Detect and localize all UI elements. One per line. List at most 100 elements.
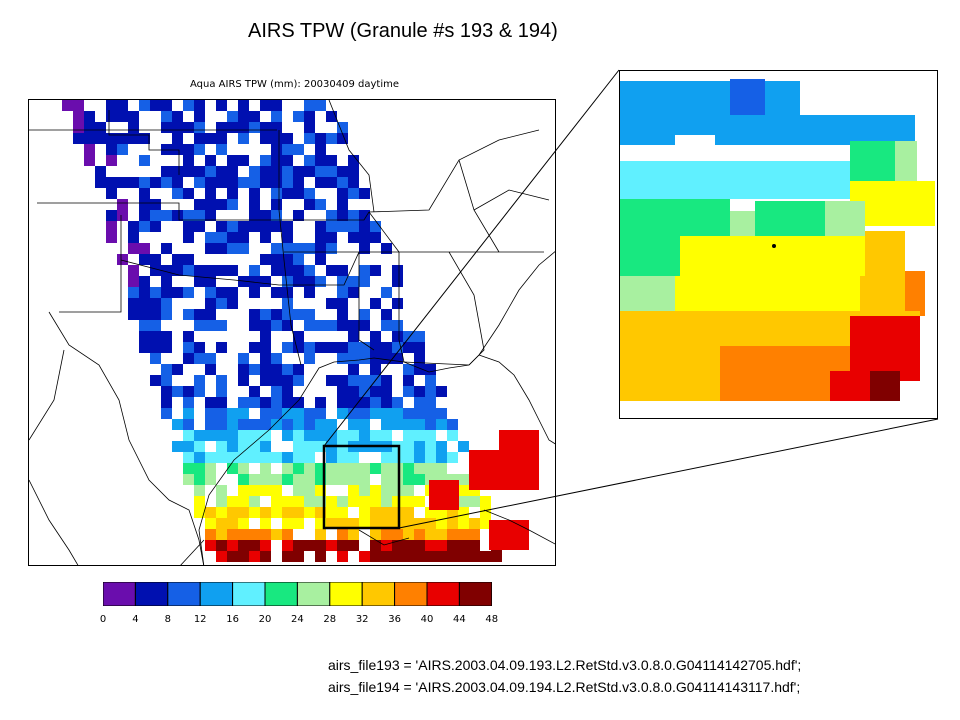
tpw-pixel: [161, 287, 172, 298]
tpw-pixel: [348, 496, 359, 507]
tpw-pixel: [249, 496, 260, 507]
tpw-pixel: [128, 265, 139, 276]
tpw-pixel: [447, 518, 458, 529]
tpw-pixel: [403, 474, 414, 485]
tpw-pixel: [194, 265, 205, 276]
tpw-pixel: [480, 551, 491, 562]
tpw-pixel: [392, 463, 403, 474]
tpw-pixel: [326, 430, 337, 441]
tpw-pixel: [216, 177, 227, 188]
tpw-pixel: [425, 551, 436, 562]
tpw-pixel: [293, 342, 304, 353]
tpw-pixel: [95, 133, 106, 144]
tpw-pixel: [216, 265, 227, 276]
tpw-pixel: [315, 463, 326, 474]
tpw-pixel: [249, 474, 260, 485]
tpw-pixel: [337, 463, 348, 474]
tpw-pixel: [436, 540, 447, 551]
tpw-pixel: [271, 309, 282, 320]
tpw-pixel: [315, 529, 326, 540]
zoom-pixel: [620, 276, 675, 316]
tpw-pixel: [260, 232, 271, 243]
tpw-pixel: [414, 430, 425, 441]
tpw-pixel: [293, 243, 304, 254]
zoom-pixel: [620, 115, 915, 145]
tpw-pixel: [271, 287, 282, 298]
color-swatch: [102, 581, 136, 607]
tpw-pixel: [293, 309, 304, 320]
zoom-pixel: [895, 141, 917, 181]
tpw-pixel: [205, 166, 216, 177]
color-scale-tick-label: 20: [258, 614, 272, 625]
tpw-pixel: [205, 199, 216, 210]
tpw-pixel: [348, 452, 359, 463]
tpw-pixel: [194, 111, 205, 122]
tpw-pixel: [183, 265, 194, 276]
tpw-pixel: [458, 518, 469, 529]
tpw-pixel: [216, 518, 227, 529]
tpw-pixel: [161, 298, 172, 309]
tpw-pixel: [326, 507, 337, 518]
tpw-pixel: [260, 463, 271, 474]
tpw-pixel: [304, 320, 315, 331]
color-swatch: [394, 581, 428, 607]
tpw-pixel: [227, 408, 238, 419]
color-scale-labels: 0 4 8 12 16 20 24 28 32 36 40 44 48: [96, 614, 506, 628]
tpw-pixel: [249, 309, 260, 320]
tpw-pixel: [205, 353, 216, 364]
tpw-pixel: [227, 496, 238, 507]
tpw-pixel: [205, 210, 216, 221]
tpw-pixel: [370, 375, 381, 386]
tpw-pixel: [436, 441, 447, 452]
tpw-pixel: [271, 265, 282, 276]
tpw-pixel: [315, 254, 326, 265]
tpw-pixel: [238, 518, 249, 529]
tpw-pixel: [161, 408, 172, 419]
color-scale-tick-label: 4: [132, 614, 139, 625]
tpw-pixel: [194, 144, 205, 155]
zoom-pixel: [720, 381, 830, 401]
tpw-pixel: [381, 309, 392, 320]
tpw-pixel: [227, 529, 238, 540]
tpw-pixel: [227, 122, 238, 133]
tpw-pixel: [238, 529, 249, 540]
tpw-pixel: [227, 419, 238, 430]
tpw-pixel: [348, 540, 359, 551]
boundary-line: [29, 479, 79, 565]
tpw-pixel: [205, 232, 216, 243]
color-swatch: [199, 581, 234, 607]
color-swatch: [134, 581, 169, 607]
tpw-pixel: [95, 166, 106, 177]
tpw-pixel: [183, 122, 194, 133]
tpw-pixel: [293, 463, 304, 474]
tpw-pixel: [370, 496, 381, 507]
tpw-pixel: [183, 419, 194, 430]
tpw-pixel: [183, 386, 194, 397]
boundary-line: [29, 349, 65, 441]
tpw-pixel: [315, 518, 326, 529]
zoom-pixel: [765, 91, 800, 115]
tpw-pixel: [128, 133, 139, 144]
tpw-pixel: [227, 463, 238, 474]
tpw-pixel: [381, 474, 392, 485]
tpw-pixel: [271, 386, 282, 397]
tpw-pixel: [216, 430, 227, 441]
tpw-pixel: [249, 199, 260, 210]
tpw-pixel: [293, 276, 304, 287]
boundary-line: [368, 129, 540, 213]
tpw-pixel: [260, 408, 271, 419]
tpw-pixel: [238, 111, 249, 122]
tpw-pixel: [194, 221, 205, 232]
tpw-pixel: [249, 320, 260, 331]
tpw-pixel: [392, 408, 403, 419]
tpw-pixel: [216, 551, 227, 562]
tpw-pixel: [337, 309, 348, 320]
tpw-pixel: [282, 232, 293, 243]
tpw-pixel: [425, 419, 436, 430]
tpw-pixel: [271, 364, 282, 375]
tpw-pixel: [315, 155, 326, 166]
tpw-pixel: [205, 419, 216, 430]
tpw-pixel: [227, 199, 238, 210]
tpw-pixel: [150, 199, 161, 210]
tpw-pixel: [337, 221, 348, 232]
